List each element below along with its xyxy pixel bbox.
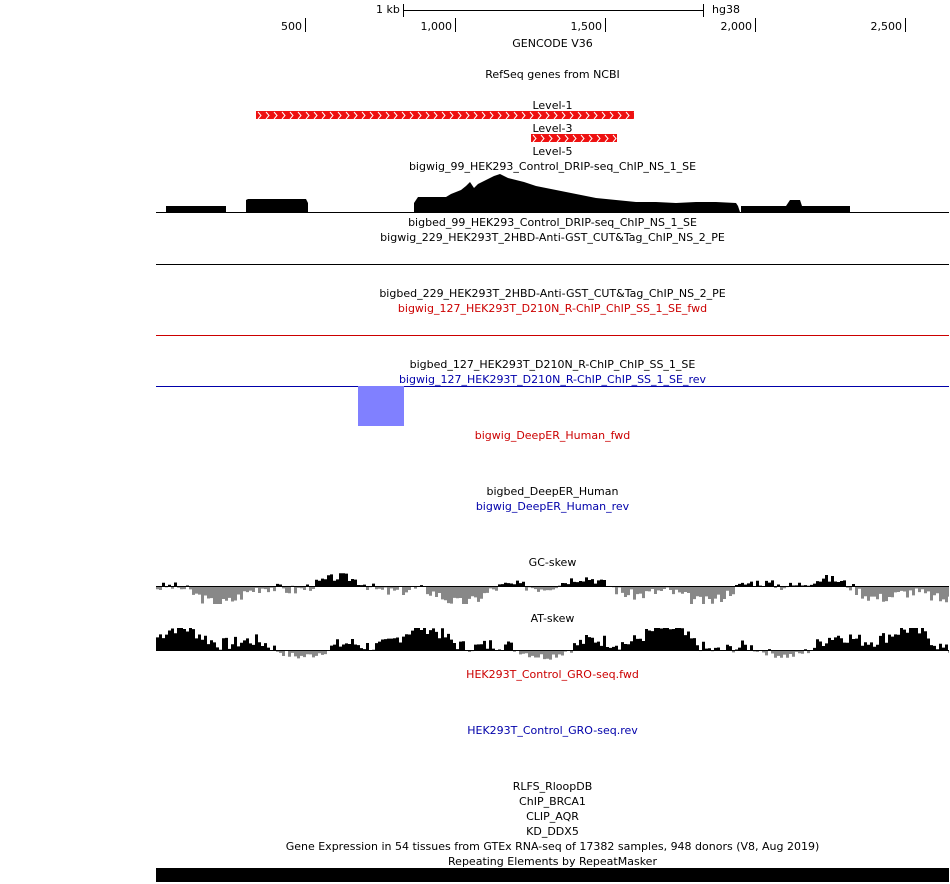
- tick-mark: [755, 18, 756, 32]
- tick-label-1000: 1,000: [420, 20, 453, 33]
- track-label-bigbed-229[interactable]: bigbed_229_HEK293T_2HBD-Anti-GST_CUT&Tag…: [379, 287, 726, 300]
- track-label-level1[interactable]: Level-1: [532, 99, 573, 112]
- track-label-bigbed-127[interactable]: bigbed_127_HEK293T_D210N_R-ChIP_ChIP_SS_…: [409, 358, 696, 371]
- track-label-bigwig-127-rev[interactable]: bigwig_127_HEK293T_D210N_R-ChIP_ChIP_SS_…: [398, 373, 707, 386]
- track-label-gtex[interactable]: Gene Expression in 54 tissues from GTEx …: [285, 840, 820, 853]
- track-label-chip-brca1[interactable]: ChIP_BRCA1: [519, 795, 586, 808]
- track-label-gro-fwd[interactable]: HEK293T_Control_GRO-seq.fwd: [466, 668, 639, 681]
- tick-label-1500: 1,500: [570, 20, 603, 33]
- tick-label-500: 500: [281, 20, 302, 33]
- signal-baseline-bigwig-229: [156, 264, 949, 265]
- track-label-refseq[interactable]: RefSeq genes from NCBI: [485, 68, 620, 81]
- track-label-bigbed-99[interactable]: bigbed_99_HEK293_Control_DRIP-seq_ChIP_N…: [408, 216, 697, 229]
- track-label-deeper-bed[interactable]: bigbed_DeepER_Human: [486, 485, 619, 498]
- tick-mark: [605, 18, 606, 32]
- gene-feature-level1[interactable]: [256, 110, 634, 121]
- track-label-gc-skew[interactable]: GC-skew: [528, 556, 577, 569]
- tick-mark: [455, 18, 456, 32]
- tick-mark: [905, 18, 906, 32]
- track-label-at-skew[interactable]: AT-skew: [530, 612, 575, 625]
- gene-feature-level3[interactable]: [531, 133, 617, 144]
- signal-baseline-bigwig-127-rev: [156, 386, 949, 387]
- scale-label: 1 kb: [376, 3, 400, 16]
- assembly-label: hg38: [712, 3, 740, 16]
- scale-bar-left-cap: [403, 4, 404, 17]
- signal-block-bigwig-127-rev[interactable]: [358, 386, 404, 426]
- track-label-deeper-rev[interactable]: bigwig_DeepER_Human_rev: [475, 500, 630, 513]
- tick-label-2000: 2,000: [720, 20, 753, 33]
- track-label-kd-ddx5[interactable]: KD_DDX5: [526, 825, 579, 838]
- signal-at-skew[interactable]: [156, 622, 949, 666]
- tick-mark: [305, 18, 306, 32]
- track-label-gro-rev[interactable]: HEK293T_Control_GRO-seq.rev: [467, 724, 638, 737]
- track-label-repeatmasker[interactable]: Repeating Elements by RepeatMasker: [448, 855, 657, 868]
- tick-label-2500: 2,500: [870, 20, 903, 33]
- track-label-gencode[interactable]: GENCODE V36: [512, 37, 593, 50]
- track-label-bigwig-99[interactable]: bigwig_99_HEK293_Control_DRIP-seq_ChIP_N…: [408, 160, 697, 173]
- signal-gc-skew[interactable]: [156, 566, 949, 608]
- signal-bigwig-99[interactable]: [156, 170, 949, 214]
- scale-bar-right-cap: [703, 4, 704, 17]
- track-label-deeper-fwd[interactable]: bigwig_DeepER_Human_fwd: [474, 429, 631, 442]
- track-label-bigwig-127-fwd[interactable]: bigwig_127_HEK293T_D210N_R-ChIP_ChIP_SS_…: [397, 302, 708, 315]
- repeatmasker-feature-bar[interactable]: [156, 868, 949, 882]
- track-label-clip-aqr[interactable]: CLIP_AQR: [526, 810, 579, 823]
- scale-bar: [403, 10, 703, 11]
- track-label-level5[interactable]: Level-5: [532, 145, 573, 158]
- signal-baseline-bigwig-127-fwd: [156, 335, 949, 336]
- track-label-bigwig-229[interactable]: bigwig_229_HEK293T_2HBD-Anti-GST_CUT&Tag…: [380, 231, 725, 244]
- track-label-level3[interactable]: Level-3: [532, 122, 573, 135]
- track-label-rlfs[interactable]: RLFS_RloopDB: [512, 780, 593, 793]
